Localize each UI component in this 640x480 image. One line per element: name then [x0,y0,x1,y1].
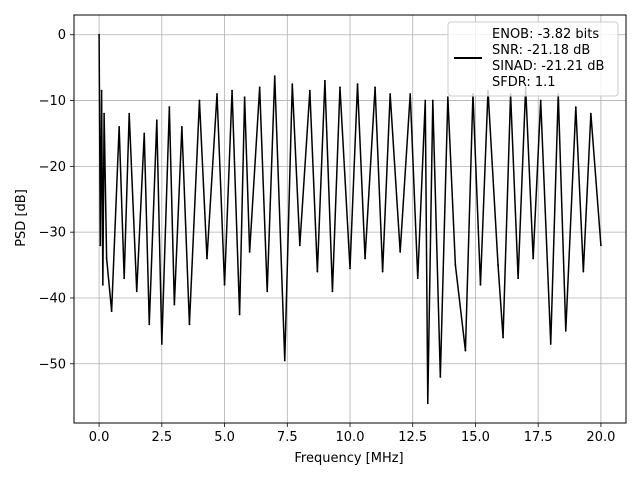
psd-data-point [155,119,158,122]
psd-data-point [564,329,567,332]
psd-data-point [216,93,218,95]
psd-data-point [198,99,201,102]
psd-data-point [135,290,138,293]
legend: ENOB: -3.82 bits SNR: -21.18 dB SINAD: -… [447,21,619,97]
psd-data-point [409,93,412,95]
psd-data-point [316,270,319,273]
psd-data-point [103,112,106,115]
psd-data-point [381,270,384,273]
psd-data-point [143,132,146,135]
psd-data-point [148,323,151,326]
x-tick-label: 2.5 [151,430,172,445]
legend-enob: ENOB: -3.82 bits [492,27,599,42]
data-series [98,33,602,405]
psd-data-point [100,89,103,92]
psd-data-point [549,343,552,345]
legend-sinad: SINAD: -21.21 dB [492,59,604,74]
y-tick-label: −50 [39,357,66,372]
y-tick-label: −40 [39,291,66,306]
psd-data-point [168,106,171,109]
psd-data-point [123,277,126,280]
psd-data-point [464,349,467,352]
psd-data-point [600,244,602,247]
psd-data-point [582,270,585,273]
psd-data-point [248,251,251,253]
y-tick-label: −20 [39,160,66,175]
psd-data-point [188,323,191,326]
x-tick-label: 10.0 [336,430,365,445]
psd-data-point [589,112,592,115]
psd-data-point [356,83,359,85]
legend-sfdr: SFDR: 1.1 [492,75,556,90]
legend-box [447,21,619,97]
x-tick-label: 17.5 [524,430,553,445]
legend-snr: SNR: -21.18 dB [492,43,590,58]
y-tick-label: −10 [39,94,66,109]
psd-data-point [180,125,183,128]
psd-data-point [479,283,482,286]
psd-data-point [454,264,457,266]
psd-data-point [243,96,246,99]
psd-data-point [324,79,326,82]
x-tick-label: 7.5 [277,430,298,445]
psd-data-point [291,83,294,85]
y-tick-label: 0 [58,28,66,43]
psd-data-point [517,277,520,280]
psd-data-point [389,93,392,95]
psd-data-point [439,376,442,378]
psd-data-point [99,244,102,247]
y-axis-label: PSD [dB] [14,189,29,247]
psd-data-point [539,99,542,102]
y-tick-label: −30 [39,226,66,241]
x-axis-ticks: 0.0 2.5 5.0 7.5 10.0 12.5 15.0 17.5 20.0 [89,423,615,445]
psd-data-point [298,244,301,247]
psd-data-point [206,257,208,260]
psd-data-point [331,290,334,293]
psd-data-point [349,267,351,270]
psd-data-point [231,89,233,92]
psd-data-point [399,251,402,253]
x-tick-label: 15.0 [461,430,490,445]
x-tick-label: 20.0 [586,430,615,445]
psd-data-point [266,290,269,293]
psd-data-point [110,310,113,313]
x-axis-label: Frequency [MHz] [294,451,403,466]
psd-data-point [160,343,163,345]
psd-data-point [424,99,427,102]
psd-data-point [374,86,376,89]
psd-data-point [105,257,108,260]
psd-data-point [502,336,504,339]
psd-data-point [426,402,429,405]
psd-data-point [258,86,261,89]
psd-data-point [364,257,366,260]
x-tick-label: 5.0 [214,430,235,445]
psd-data-point [283,359,286,362]
psd-data-point [532,257,535,260]
psd-data-point [173,303,176,306]
psd-data-point [446,96,449,99]
psd-data-point [118,125,121,128]
psd-data-point [431,99,434,102]
psd-data-point [497,264,499,266]
psd-data-point [416,277,419,280]
psd-data-point [101,283,104,286]
psd-data-point [273,75,276,78]
y-axis-ticks: 0 −10 −20 −30 −40 −50 [39,28,74,372]
psd-data-point [308,89,311,92]
psd-data-point [574,106,577,109]
psd-data-point [98,33,100,36]
x-tick-label: 12.5 [398,430,427,445]
psd-data-point [339,86,341,89]
psd-data-point [128,112,131,115]
psd-data-point [223,283,226,286]
psd-data-point [238,313,241,316]
x-tick-label: 0.0 [89,430,110,445]
